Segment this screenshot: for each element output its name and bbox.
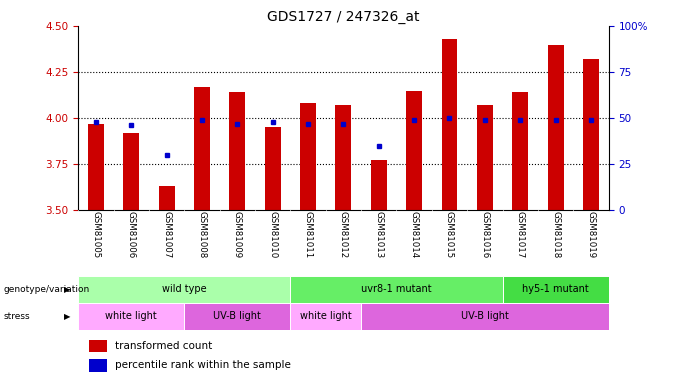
Text: GSM81018: GSM81018 <box>551 211 560 259</box>
Bar <box>158 186 175 210</box>
Text: percentile rank within the sample: percentile rank within the sample <box>116 360 291 370</box>
Text: GSM81008: GSM81008 <box>197 211 207 259</box>
Text: UV-B light: UV-B light <box>461 311 509 321</box>
Text: GSM81012: GSM81012 <box>339 211 348 259</box>
Bar <box>184 303 290 330</box>
Bar <box>406 90 422 210</box>
Text: GSM81019: GSM81019 <box>586 211 596 258</box>
Text: GSM81010: GSM81010 <box>268 211 277 259</box>
Text: wild type: wild type <box>162 284 207 294</box>
Bar <box>441 39 458 210</box>
Bar <box>547 45 564 210</box>
Bar <box>300 104 316 210</box>
Bar <box>512 92 528 210</box>
Bar <box>194 87 210 210</box>
Text: GSM81005: GSM81005 <box>91 211 101 259</box>
Text: ▶: ▶ <box>63 285 70 294</box>
Bar <box>88 124 104 210</box>
Bar <box>583 59 599 210</box>
Text: GSM81009: GSM81009 <box>233 211 242 258</box>
Text: UV-B light: UV-B light <box>214 311 261 321</box>
Bar <box>89 359 107 372</box>
Text: GSM81013: GSM81013 <box>374 211 384 259</box>
Bar <box>89 340 107 352</box>
Text: GSM81011: GSM81011 <box>303 211 313 259</box>
Text: GSM81015: GSM81015 <box>445 211 454 259</box>
Bar <box>477 105 493 210</box>
Text: ▶: ▶ <box>63 312 70 321</box>
Text: genotype/variation: genotype/variation <box>3 285 90 294</box>
Bar <box>290 303 361 330</box>
Bar <box>229 92 245 210</box>
Bar <box>78 303 184 330</box>
Text: GSM81014: GSM81014 <box>409 211 419 259</box>
Title: GDS1727 / 247326_at: GDS1727 / 247326_at <box>267 10 420 24</box>
Bar <box>78 276 290 303</box>
Text: hy5-1 mutant: hy5-1 mutant <box>522 284 589 294</box>
Text: GSM81007: GSM81007 <box>162 211 171 259</box>
Text: transformed count: transformed count <box>116 341 213 351</box>
Bar <box>290 276 503 303</box>
Text: uvr8-1 mutant: uvr8-1 mutant <box>361 284 432 294</box>
Bar <box>123 133 139 210</box>
Bar <box>335 105 352 210</box>
Text: white light: white light <box>300 311 352 321</box>
Text: GSM81016: GSM81016 <box>480 211 490 259</box>
Bar <box>265 127 281 210</box>
Bar <box>371 160 387 210</box>
Text: GSM81006: GSM81006 <box>126 211 136 259</box>
Bar <box>361 303 609 330</box>
Text: stress: stress <box>3 312 30 321</box>
Text: GSM81017: GSM81017 <box>515 211 525 259</box>
Bar <box>503 276 609 303</box>
Text: white light: white light <box>105 311 157 321</box>
